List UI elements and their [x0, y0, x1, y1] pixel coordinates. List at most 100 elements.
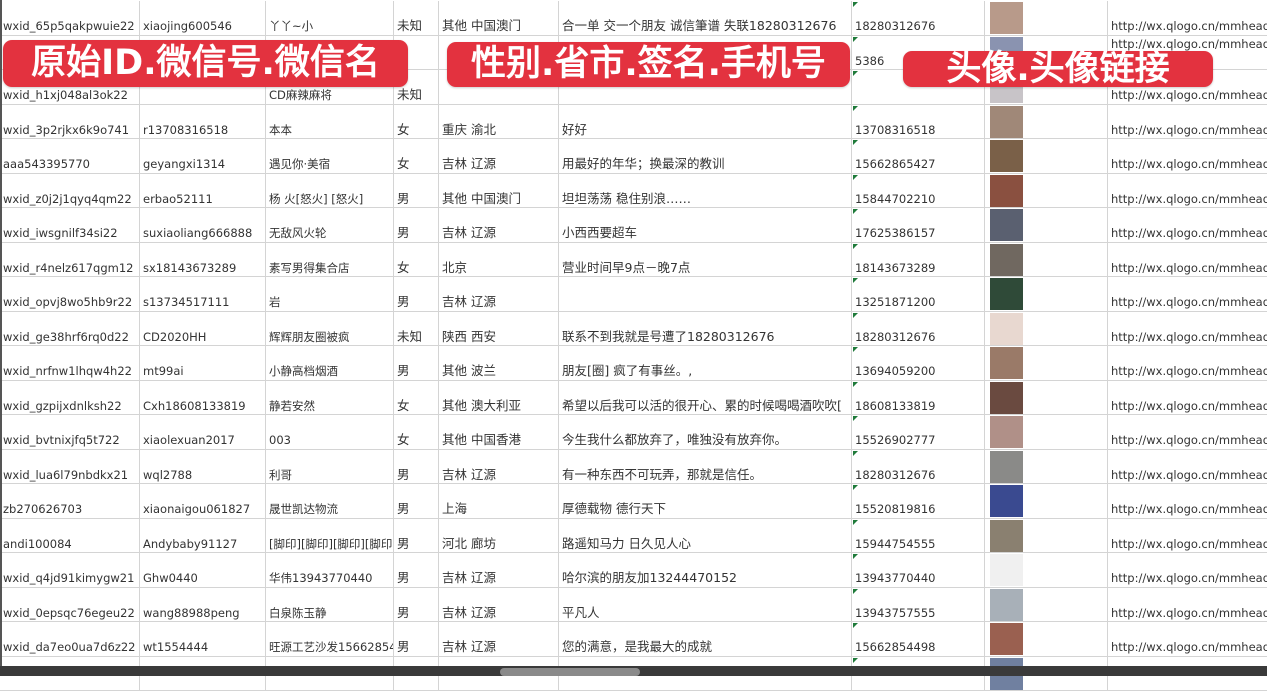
- avatar-url-cell[interactable]: http://wx.qlogo.cn/mmhead: [1108, 208, 1267, 243]
- avatar-cell[interactable]: [985, 139, 1108, 174]
- signature-cell[interactable]: 哈尔滨的朋友加13244470152: [559, 553, 852, 588]
- phone-cell[interactable]: 15662865427: [852, 139, 985, 174]
- avatar-cell[interactable]: [985, 519, 1108, 554]
- avatar-cell[interactable]: [985, 622, 1108, 657]
- signature-cell[interactable]: 用最好的年华；换最深的教训: [559, 139, 852, 174]
- original-id-cell[interactable]: wxid_z0j2j1qyq4qm22: [0, 174, 140, 209]
- region-cell[interactable]: 上海: [439, 484, 559, 519]
- original-id-cell[interactable]: wxid_iwsgnilf34si22: [0, 208, 140, 243]
- original-id-cell[interactable]: wxid_gzpijxdnlksh22: [0, 381, 140, 416]
- phone-cell[interactable]: 15526902777: [852, 415, 985, 450]
- avatar-cell[interactable]: [985, 381, 1108, 416]
- avatar-url-cell[interactable]: http://wx.qlogo.cn/mmhead: [1108, 415, 1267, 450]
- avatar-url-cell[interactable]: http://wx.qlogo.cn/mmhead: [1108, 450, 1267, 485]
- phone-cell[interactable]: 18280312676: [852, 312, 985, 347]
- wechat-id-cell[interactable]: mt99ai: [140, 346, 266, 381]
- original-id-cell[interactable]: wxid_65p5qakpwuie22: [0, 1, 140, 36]
- gender-cell[interactable]: 未知: [394, 1, 439, 36]
- wechat-name-cell[interactable]: 杨 火[怒火] [怒火]: [266, 174, 394, 209]
- wechat-name-cell[interactable]: 本本: [266, 105, 394, 140]
- region-cell[interactable]: 吉林 辽源: [439, 450, 559, 485]
- original-id-cell[interactable]: wxid_r4nelz617qgm12: [0, 243, 140, 278]
- avatar-cell[interactable]: [985, 346, 1108, 381]
- phone-cell[interactable]: 15662854498: [852, 622, 985, 657]
- signature-cell[interactable]: 朋友[圈] 疯了有事丝。,: [559, 346, 852, 381]
- gender-cell[interactable]: 未知: [394, 312, 439, 347]
- region-cell[interactable]: 其他 中国香港: [439, 415, 559, 450]
- avatar-url-cell[interactable]: http://wx.qlogo.cn/mmhead: [1108, 1, 1267, 36]
- avatar-cell[interactable]: [985, 415, 1108, 450]
- original-id-cell[interactable]: wxid_lua6l79nbdkx21: [0, 450, 140, 485]
- phone-cell[interactable]: 18280312676: [852, 1, 985, 36]
- avatar-url-cell[interactable]: http://wx.qlogo.cn/mmhead: [1108, 105, 1267, 140]
- wechat-id-cell[interactable]: xiaojing600546: [140, 1, 266, 36]
- wechat-name-cell[interactable]: 辉辉朋友圈被疯: [266, 312, 394, 347]
- gender-cell[interactable]: 女: [394, 243, 439, 278]
- wechat-id-cell[interactable]: geyangxi1314: [140, 139, 266, 174]
- gender-cell[interactable]: 女: [394, 139, 439, 174]
- region-cell[interactable]: 河北 廊坊: [439, 519, 559, 554]
- gender-cell[interactable]: 男: [394, 174, 439, 209]
- wechat-name-cell[interactable]: [脚印][脚印][脚印][脚印]: [266, 519, 394, 554]
- signature-cell[interactable]: 坦坦荡荡 稳住别浪……: [559, 174, 852, 209]
- region-cell[interactable]: 其他 波兰: [439, 346, 559, 381]
- avatar-url-cell[interactable]: http://wx.qlogo.cn/mmhead: [1108, 312, 1267, 347]
- original-id-cell[interactable]: wxid_nrfnw1lhqw4h22: [0, 346, 140, 381]
- signature-cell[interactable]: 平凡人: [559, 588, 852, 623]
- avatar-url-cell[interactable]: http://wx.qlogo.cn/mmhead: [1108, 346, 1267, 381]
- gender-cell[interactable]: 男: [394, 553, 439, 588]
- wechat-name-cell[interactable]: 旺源工艺沙发15662854: [266, 622, 394, 657]
- region-cell[interactable]: 其他 中国澳门: [439, 1, 559, 36]
- phone-cell[interactable]: 15520819816: [852, 484, 985, 519]
- gender-cell[interactable]: 男: [394, 208, 439, 243]
- wechat-name-cell[interactable]: 无敌风火轮: [266, 208, 394, 243]
- wechat-id-cell[interactable]: wt1554444: [140, 622, 266, 657]
- signature-cell[interactable]: 希望以后我可以活的很开心、累的时候喝喝酒吹吹[: [559, 381, 852, 416]
- avatar-cell[interactable]: [985, 1, 1108, 36]
- wechat-id-cell[interactable]: erbao52111: [140, 174, 266, 209]
- region-cell[interactable]: 北京: [439, 243, 559, 278]
- region-cell[interactable]: 陕西 西安: [439, 312, 559, 347]
- gender-cell[interactable]: 男: [394, 588, 439, 623]
- phone-cell[interactable]: 13943757555: [852, 588, 985, 623]
- original-id-cell[interactable]: wxid_0epsqc76egeu22: [0, 588, 140, 623]
- avatar-url-cell[interactable]: http://wx.qlogo.cn/mmhead: [1108, 381, 1267, 416]
- wechat-id-cell[interactable]: r13708316518: [140, 105, 266, 140]
- signature-cell[interactable]: 小西西要超车: [559, 208, 852, 243]
- region-cell[interactable]: 吉林 辽源: [439, 588, 559, 623]
- signature-cell[interactable]: 联系不到我就是号遭了18280312676: [559, 312, 852, 347]
- signature-cell[interactable]: 合一单 交一个朋友 诚信筆谱 失联18280312676: [559, 1, 852, 36]
- region-cell[interactable]: 吉林 辽源: [439, 622, 559, 657]
- original-id-cell[interactable]: wxid_3p2rjkx6k9o741: [0, 105, 140, 140]
- region-cell[interactable]: 其他 澳大利亚: [439, 381, 559, 416]
- region-cell[interactable]: 吉林 辽源: [439, 208, 559, 243]
- wechat-name-cell[interactable]: 003: [266, 415, 394, 450]
- avatar-cell[interactable]: [985, 277, 1108, 312]
- original-id-cell[interactable]: aaa543395770: [0, 139, 140, 174]
- wechat-name-cell[interactable]: 素写男得集合店: [266, 243, 394, 278]
- gender-cell[interactable]: 男: [394, 484, 439, 519]
- avatar-cell[interactable]: [985, 208, 1108, 243]
- avatar-url-cell[interactable]: http://wx.qlogo.cn/mmhead: [1108, 243, 1267, 278]
- phone-cell[interactable]: 18143673289: [852, 243, 985, 278]
- avatar-url-cell[interactable]: http://wx.qlogo.cn/mmhead: [1108, 139, 1267, 174]
- gender-cell[interactable]: 男: [394, 450, 439, 485]
- wechat-name-cell[interactable]: 遇见你·美宿: [266, 139, 394, 174]
- avatar-url-cell[interactable]: http://wx.qlogo.cn/mmhead: [1108, 484, 1267, 519]
- avatar-url-cell[interactable]: http://wx.qlogo.cn/mmhead: [1108, 277, 1267, 312]
- horizontal-scrollbar-thumb[interactable]: [500, 668, 640, 676]
- region-cell[interactable]: 吉林 辽源: [439, 277, 559, 312]
- avatar-cell[interactable]: [985, 588, 1108, 623]
- wechat-id-cell[interactable]: suxiaoliang666888: [140, 208, 266, 243]
- wechat-id-cell[interactable]: CD2020HH: [140, 312, 266, 347]
- avatar-url-cell[interactable]: http://wx.qlogo.cn/mmhead: [1108, 519, 1267, 554]
- avatar-cell[interactable]: [985, 553, 1108, 588]
- gender-cell[interactable]: 女: [394, 381, 439, 416]
- original-id-cell[interactable]: wxid_opvj8wo5hb9r22: [0, 277, 140, 312]
- phone-cell[interactable]: 13708316518: [852, 105, 985, 140]
- wechat-name-cell[interactable]: 华伟13943770440: [266, 553, 394, 588]
- wechat-name-cell[interactable]: 静若安然: [266, 381, 394, 416]
- signature-cell[interactable]: 好好: [559, 105, 852, 140]
- avatar-url-cell[interactable]: http://wx.qlogo.cn/mmhead: [1108, 174, 1267, 209]
- region-cell[interactable]: 重庆 渝北: [439, 105, 559, 140]
